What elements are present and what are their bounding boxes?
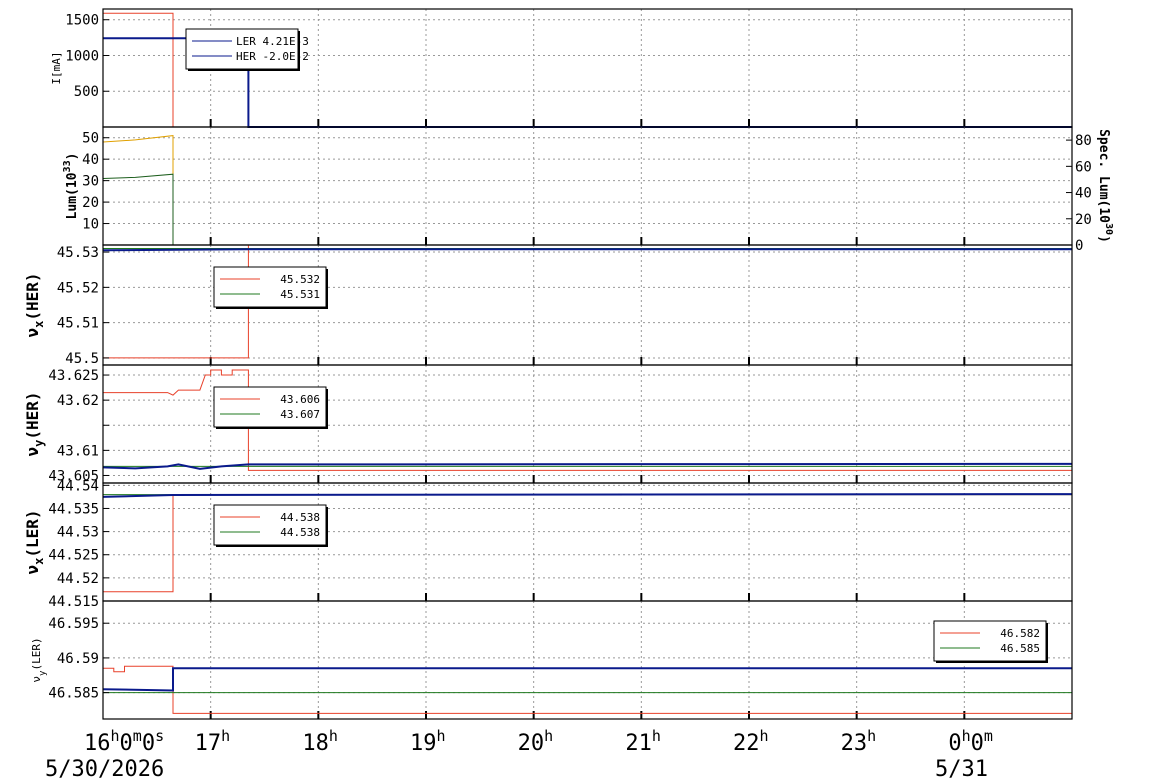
legend-box [185,28,299,70]
y2-tick-label: 20 [1075,212,1092,228]
y-tick-label: 1500 [65,13,99,29]
legend-label: 43.606 [280,393,320,406]
y-tick-label: 45.53 [57,245,99,261]
series-line [102,493,1073,498]
series-line [102,462,1073,470]
legend-box [213,386,327,428]
y-tick-label: 10 [82,217,99,233]
y-tick-label: 45.51 [57,316,99,332]
y-axis-label: Lum(1033) [62,153,80,220]
time-tick-label: 18h [302,727,338,756]
y-tick-label: 44.535 [48,501,99,517]
y-tick-label: 50 [82,131,99,147]
series-line [103,665,1072,714]
legend: 45.532 45.531 [213,266,328,309]
date-label: 5/30/2026 [45,757,164,782]
legend-box [213,266,327,308]
legend-label: 44.538 [280,511,320,524]
legend: 44.538 44.538 [213,504,328,547]
y-tick-label: 40 [82,152,99,168]
y-axis-label: I[mA] [50,51,63,84]
legend-box [213,504,327,546]
time-tick-label: 22h [733,727,769,756]
legend: LER 4.21E-3 HER -2.0E-2 [185,28,309,71]
y-tick-label: 45.5 [65,351,99,367]
y-tick-label: 44.515 [48,594,99,610]
y-tick-label: 43.61 [57,443,99,459]
legend-label: 45.532 [280,273,320,286]
y-tick-label: 1000 [65,48,99,64]
y-axis-label: νy(LER) [30,637,48,682]
legend-label: 44.538 [280,526,320,539]
y-tick-label: 43.625 [48,368,99,384]
y-tick-label: 44.54 [57,478,99,494]
panel-1: 500 1000 1500 I[mA] LER 4.21E-3 HER -2.0E-2 [50,8,1073,128]
legend-label: 46.585 [1000,642,1040,655]
legend-label: HER -2.0E-2 [236,50,309,63]
y-tick-label: 46.595 [48,616,99,632]
time-tick-label: 21h [625,727,661,756]
y-tick-label: 46.585 [48,686,99,702]
y-tick-label: 43.605 [48,468,99,484]
time-tick-label: 19h [410,727,446,756]
y2-tick-label: 0 [1075,238,1083,254]
y-tick-label: 46.59 [57,651,99,667]
panel-frame [102,600,1073,720]
y-tick-label: 44.525 [48,548,99,564]
legend-label: 43.607 [280,408,320,421]
time-tick-label: 0h0m [948,727,993,756]
y-tick-label: 45.52 [57,280,99,296]
y2-axis-label: Spec. Lum(1030) [1096,129,1114,243]
y-axis-label: νy(HER) [23,391,46,456]
series-line [103,369,1072,471]
date-label: 5/31 [935,757,988,782]
y2-tick-label: 80 [1075,133,1092,149]
time-tick-label: 17h [195,727,231,756]
series-line [102,248,1072,252]
y-axis-label: νx(HER) [23,272,46,337]
y-tick-label: 20 [82,195,99,211]
y-tick-label: 44.53 [57,525,99,541]
y2-tick-label: 60 [1075,159,1092,175]
time-tick-label: 20h [518,727,554,756]
y2-tick-label: 40 [1075,186,1092,202]
series-line [102,667,1072,692]
panel-frame [102,126,1073,246]
y-tick-label: 44.52 [57,571,99,587]
time-tick-label: 16h0m0s [84,727,164,756]
series-line [102,173,1072,246]
series-line [102,135,1072,246]
time-tick-label: 23h [841,727,877,756]
legend-label: 45.531 [280,288,320,301]
legend-label: 46.582 [1000,627,1040,640]
y-tick-label: 500 [74,84,99,100]
y-tick-label: 30 [82,174,99,190]
panel-3: 45.5 45.51 45.52 45.53 νx(HER) 45.532 45.531 [23,244,1073,367]
legend: 43.606 43.607 [213,386,328,429]
legend-box [933,620,1047,662]
panel-5: 44.515 44.52 44.525 44.53 44.535 44.54 νx(LER)… [23,478,1073,610]
y-tick-label: 43.62 [57,393,99,409]
legend: 46.582 46.585 [933,620,1048,663]
y-axis-label: νx(LER) [23,509,46,574]
legend-label: LER 4.21E-3 [236,35,309,48]
